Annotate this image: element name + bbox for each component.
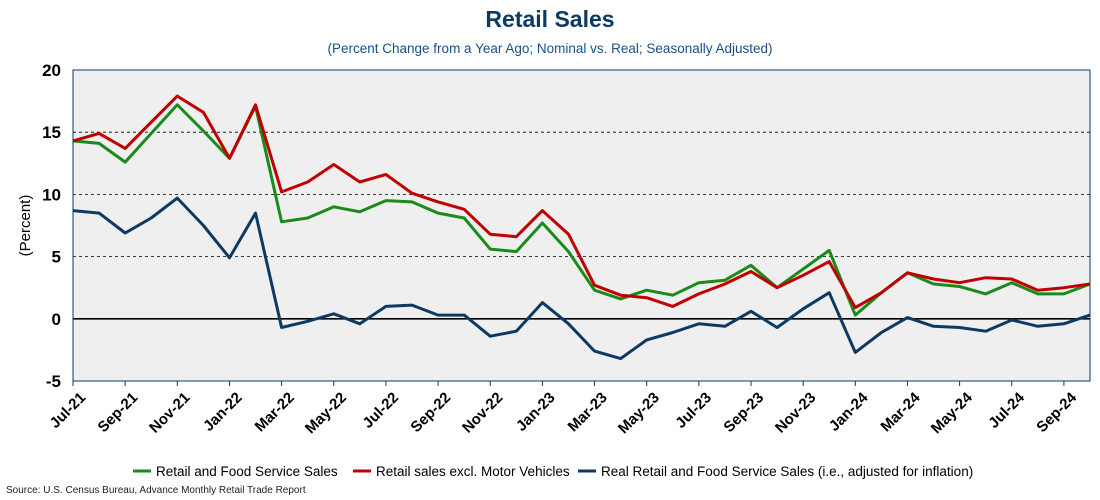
chart-subtitle: (Percent Change from a Year Ago; Nominal… (327, 41, 773, 56)
x-tick-label: Jan-24 (826, 389, 872, 435)
x-tick-label: Sep-23 (720, 389, 767, 436)
plot-border (72, 69, 1091, 382)
y-tick-label: 0 (52, 310, 61, 329)
x-tick-label: Sep-22 (407, 389, 454, 436)
y-tick-label: 5 (52, 248, 61, 267)
legend: Retail and Food Service Sales Retail sale… (133, 464, 973, 479)
x-tick-label: Jul-23 (672, 389, 715, 432)
series-line-3 (72, 196, 1091, 361)
x-tick-label: Mar-22 (252, 389, 298, 435)
x-tick-label: Sep-21 (95, 389, 142, 436)
y-tick-label: 10 (42, 185, 61, 204)
x-axis-ticks: Jul-21 Sep-21 Nov-21 Jan-22 Mar-22 May-22 Jul-… (47, 381, 1081, 437)
x-tick-label: Sep-24 (1033, 389, 1080, 436)
series-lines (72, 94, 1091, 361)
y-tick-label: 20 (42, 61, 61, 80)
x-tick-label: Jul-22 (359, 389, 402, 432)
x-tick-label: Nov-23 (772, 389, 819, 436)
chart-title: Retail Sales (485, 6, 615, 32)
x-tick-label: Jul-21 (47, 389, 90, 432)
y-tick-label: -5 (46, 372, 61, 391)
x-tick-label: Mar-24 (877, 389, 924, 436)
source-note: Source: U.S. Census Bureau, Advance Mont… (6, 485, 306, 496)
x-tick-label: Jan-22 (200, 389, 246, 435)
x-tick-label: May-23 (615, 389, 663, 437)
y-axis-ticks: -5 0 5 10 15 20 (42, 61, 61, 391)
x-tick-label: Jan-23 (513, 389, 559, 435)
legend-label: Retail sales excl. Motor Vehicles (376, 464, 570, 479)
x-tick-label: Nov-21 (146, 389, 193, 436)
x-tick-label: Nov-22 (459, 389, 506, 436)
y-axis-label: (Percent) (17, 195, 34, 257)
x-tick-label: Mar-23 (565, 389, 611, 435)
y-tick-label: 15 (42, 123, 61, 142)
series-line-2 (72, 94, 1091, 310)
legend-label: Real Retail and Food Service Sales (i.e.… (601, 464, 973, 479)
x-tick-label: May-22 (302, 389, 350, 437)
plot-area (73, 70, 1090, 381)
x-tick-label: May-24 (928, 389, 976, 437)
x-tick-label: Jul-24 (985, 389, 1028, 432)
legend-label: Retail and Food Service Sales (156, 464, 338, 479)
